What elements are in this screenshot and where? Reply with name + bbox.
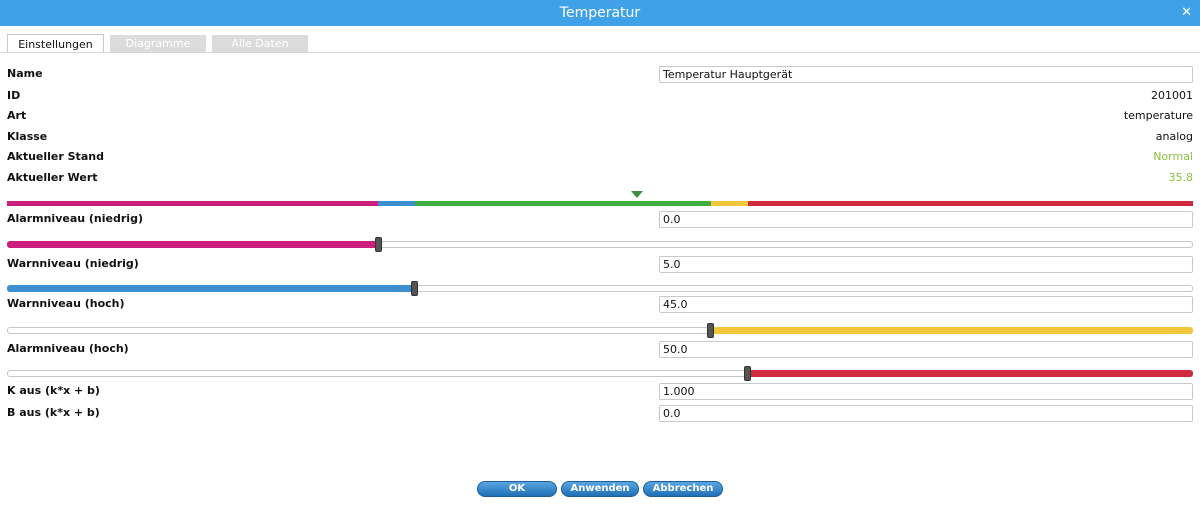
current-value: 35.8: [1168, 171, 1194, 184]
name-input[interactable]: [659, 66, 1193, 83]
window-titlebar: Temperatur ✕: [0, 0, 1200, 26]
alarm-low-input[interactable]: [659, 211, 1193, 228]
current-value-marker-icon: [630, 191, 643, 198]
status-value: Normal: [1153, 150, 1193, 163]
art-label: Art: [7, 109, 27, 122]
scale-warn-low-segment: [378, 201, 415, 206]
art-value: temperature: [1123, 109, 1193, 122]
window-title: Temperatur: [559, 5, 641, 21]
name-label: Name: [7, 67, 43, 80]
alarm-high-slider[interactable]: [7, 366, 1193, 381]
id-label: ID: [7, 89, 21, 102]
cancel-button[interactable]: Abbrechen: [643, 481, 723, 497]
warn-low-label: Warnniveau (niedrig): [7, 257, 139, 270]
status-label: Aktueller Stand: [7, 150, 104, 163]
scale-normal-segment: [414, 201, 712, 206]
k-label: K aus (k*x + b): [7, 384, 100, 397]
level-scale-bar: [7, 201, 1193, 206]
warn-high-slider-handle[interactable]: [707, 323, 715, 338]
klasse-label: Klasse: [7, 130, 48, 143]
warn-high-slider-fill: [711, 327, 1193, 334]
b-input[interactable]: [659, 405, 1193, 422]
tab-diagramme[interactable]: Diagramme: [110, 35, 206, 52]
alarm-high-slider-handle[interactable]: [744, 366, 751, 381]
alarm-high-input[interactable]: [659, 341, 1193, 358]
current-value-label: Aktueller Wert: [7, 171, 98, 184]
alarm-high-slider-fill: [748, 370, 1193, 377]
warn-high-label: Warnniveau (hoch): [7, 297, 125, 310]
alarm-low-slider[interactable]: [7, 237, 1193, 252]
alarm-low-slider-handle[interactable]: [374, 237, 382, 252]
warn-low-slider[interactable]: [7, 281, 1193, 296]
tab-einstellungen[interactable]: Einstellungen: [7, 34, 104, 53]
scale-alarm-high-segment: [748, 201, 1193, 206]
tab-alle-daten[interactable]: Alle Daten: [212, 35, 308, 52]
alarm-high-label: Alarmniveau (hoch): [7, 342, 129, 355]
warn-low-slider-handle[interactable]: [411, 281, 419, 296]
warn-low-input[interactable]: [659, 256, 1193, 273]
scale-warn-high-segment: [711, 201, 749, 206]
klasse-value: analog: [1155, 130, 1193, 143]
alarm-low-label: Alarmniveau (niedrig): [7, 212, 143, 225]
ok-button[interactable]: OK: [477, 481, 557, 497]
tab-divider: [0, 52, 1200, 53]
warn-high-slider[interactable]: [7, 323, 1193, 338]
close-icon[interactable]: ✕: [1181, 5, 1192, 20]
warn-low-slider-fill: [7, 285, 416, 292]
b-label: B aus (k*x + b): [7, 406, 100, 419]
id-value: 201001: [1151, 89, 1193, 102]
k-input[interactable]: [659, 383, 1193, 400]
alarm-low-slider-fill: [7, 241, 379, 248]
apply-button[interactable]: Anwenden: [561, 481, 639, 497]
scale-alarm-low-segment: [7, 201, 379, 206]
warn-high-input[interactable]: [659, 296, 1193, 313]
